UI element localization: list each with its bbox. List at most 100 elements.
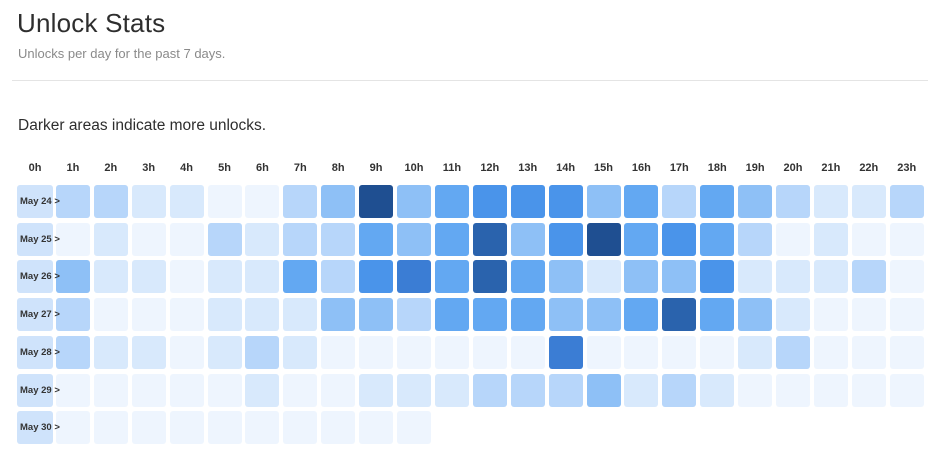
heatmap-cell[interactable]	[889, 373, 924, 407]
heatmap-cell[interactable]	[548, 373, 583, 407]
heatmap-cell[interactable]	[93, 260, 128, 294]
heatmap-cell[interactable]	[55, 373, 90, 407]
heatmap-cell[interactable]	[55, 222, 90, 256]
heatmap-cell[interactable]	[131, 298, 166, 332]
heatmap-cell[interactable]	[55, 335, 90, 369]
heatmap-cell[interactable]	[700, 373, 735, 407]
heatmap-cell[interactable]	[700, 185, 735, 218]
heatmap-cell[interactable]	[548, 335, 583, 369]
heatmap-cell[interactable]	[472, 298, 507, 332]
heatmap-cell[interactable]	[548, 222, 583, 256]
heatmap-cell[interactable]	[169, 185, 204, 218]
heatmap-cell[interactable]	[93, 185, 128, 218]
heatmap-cell[interactable]	[813, 298, 848, 332]
heatmap-cell[interactable]	[662, 260, 697, 294]
heatmap-cell[interactable]	[245, 335, 280, 369]
heatmap-cell[interactable]	[321, 185, 356, 218]
day-row-label[interactable]: May 28 >	[17, 335, 60, 369]
heatmap-cell[interactable]	[889, 185, 924, 218]
heatmap-cell[interactable]	[700, 298, 735, 332]
heatmap-cell[interactable]	[738, 298, 773, 332]
heatmap-cell[interactable]	[700, 335, 735, 369]
heatmap-cell[interactable]	[548, 185, 583, 218]
heatmap-cell[interactable]	[624, 335, 659, 369]
heatmap-cell[interactable]	[434, 298, 469, 332]
heatmap-cell[interactable]	[359, 185, 394, 218]
heatmap-cell[interactable]	[131, 373, 166, 407]
heatmap-cell[interactable]	[738, 260, 773, 294]
heatmap-cell[interactable]	[207, 260, 242, 294]
heatmap-cell[interactable]	[359, 373, 394, 407]
heatmap-cell[interactable]	[472, 222, 507, 256]
day-row-label[interactable]: May 29 >	[17, 373, 60, 407]
heatmap-cell[interactable]	[207, 411, 242, 445]
heatmap-cell[interactable]	[169, 411, 204, 445]
heatmap-cell[interactable]	[131, 260, 166, 294]
heatmap-cell[interactable]	[283, 260, 318, 294]
heatmap-cell[interactable]	[245, 298, 280, 332]
heatmap-cell[interactable]	[586, 222, 621, 256]
heatmap-cell[interactable]	[397, 373, 431, 407]
heatmap-cell[interactable]	[397, 298, 431, 332]
heatmap-cell[interactable]	[321, 260, 356, 294]
heatmap-cell[interactable]	[624, 222, 659, 256]
heatmap-cell[interactable]	[55, 260, 90, 294]
heatmap-cell[interactable]	[624, 185, 659, 218]
heatmap-cell[interactable]	[131, 411, 166, 445]
heatmap-cell[interactable]	[510, 373, 545, 407]
heatmap-cell[interactable]	[662, 335, 697, 369]
heatmap-cell[interactable]	[283, 335, 318, 369]
heatmap-cell[interactable]	[321, 335, 356, 369]
heatmap-cell[interactable]	[169, 373, 204, 407]
heatmap-cell[interactable]	[510, 222, 545, 256]
heatmap-cell[interactable]	[245, 411, 280, 445]
heatmap-cell[interactable]	[321, 373, 356, 407]
heatmap-cell[interactable]	[738, 373, 773, 407]
heatmap-cell[interactable]	[813, 185, 848, 218]
heatmap-cell[interactable]	[586, 298, 621, 332]
heatmap-cell[interactable]	[662, 185, 697, 218]
heatmap-cell[interactable]	[889, 335, 924, 369]
heatmap-cell[interactable]	[207, 222, 242, 256]
heatmap-cell[interactable]	[624, 373, 659, 407]
heatmap-cell[interactable]	[359, 335, 394, 369]
heatmap-cell[interactable]	[359, 260, 394, 294]
day-row-label[interactable]: May 25 >	[17, 222, 60, 256]
heatmap-cell[interactable]	[776, 298, 810, 332]
heatmap-cell[interactable]	[321, 298, 356, 332]
heatmap-cell[interactable]	[548, 298, 583, 332]
heatmap-cell[interactable]	[700, 222, 735, 256]
heatmap-cell[interactable]	[889, 298, 924, 332]
heatmap-cell[interactable]	[851, 373, 886, 407]
heatmap-cell[interactable]	[776, 260, 810, 294]
heatmap-cell[interactable]	[510, 335, 545, 369]
heatmap-cell[interactable]	[434, 335, 469, 369]
heatmap-cell[interactable]	[434, 222, 469, 256]
day-row-label[interactable]: May 30 >	[17, 411, 60, 445]
heatmap-cell[interactable]	[472, 185, 507, 218]
heatmap-cell[interactable]	[169, 222, 204, 256]
heatmap-cell[interactable]	[738, 335, 773, 369]
heatmap-cell[interactable]	[169, 335, 204, 369]
heatmap-cell[interactable]	[434, 185, 469, 218]
day-row-label[interactable]: May 27 >	[17, 298, 60, 332]
heatmap-cell[interactable]	[586, 260, 621, 294]
heatmap-cell[interactable]	[131, 222, 166, 256]
heatmap-cell[interactable]	[207, 298, 242, 332]
heatmap-cell[interactable]	[889, 260, 924, 294]
heatmap-cell[interactable]	[359, 222, 394, 256]
heatmap-cell[interactable]	[776, 373, 810, 407]
heatmap-cell[interactable]	[321, 411, 356, 445]
heatmap-cell[interactable]	[510, 185, 545, 218]
heatmap-cell[interactable]	[851, 185, 886, 218]
heatmap-cell[interactable]	[548, 260, 583, 294]
heatmap-cell[interactable]	[397, 222, 431, 256]
heatmap-cell[interactable]	[55, 298, 90, 332]
heatmap-cell[interactable]	[245, 185, 280, 218]
heatmap-cell[interactable]	[93, 373, 128, 407]
heatmap-cell[interactable]	[889, 222, 924, 256]
day-row-label[interactable]: May 24 >	[17, 185, 60, 218]
heatmap-cell[interactable]	[321, 222, 356, 256]
heatmap-cell[interactable]	[93, 222, 128, 256]
heatmap-cell[interactable]	[662, 373, 697, 407]
